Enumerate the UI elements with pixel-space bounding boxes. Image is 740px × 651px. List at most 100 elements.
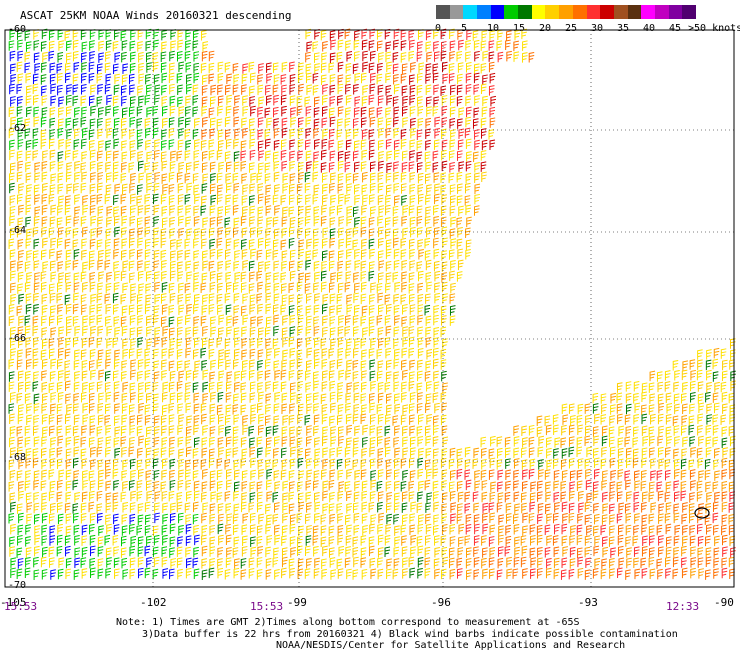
wind-barb [409,513,415,524]
wind-barb [441,149,447,161]
wind-barb [473,447,480,459]
wind-barb [144,226,151,238]
wind-barb [545,567,552,579]
wind-barb [162,568,169,579]
wind-barb [105,459,111,470]
wind-barb [474,50,480,62]
wind-barb [448,547,455,558]
wind-barb [209,183,216,195]
wind-barb [408,30,415,41]
wind-barb [377,491,384,502]
wind-barb [401,281,407,293]
wind-barb [58,347,64,359]
wind-barb [106,325,113,337]
wind-barb [122,282,128,294]
wind-barb [257,337,263,349]
wind-barb [144,249,151,260]
wind-barb [393,127,400,139]
wind-barb [264,195,271,206]
wind-barb [129,215,136,227]
wind-barb [473,546,479,557]
wind-barb [24,425,31,436]
wind-barb [313,414,320,425]
wind-barb [354,184,360,195]
wind-barb [290,382,296,393]
wind-barb [608,426,615,437]
wind-barb [176,546,183,557]
wind-barb [17,413,24,425]
wind-barb [129,40,136,52]
wind-barb [354,30,360,41]
wind-barb [80,512,87,524]
wind-barb [193,250,199,261]
wind-barb [41,249,47,260]
wind-barb [368,238,375,250]
wind-barb [88,470,95,481]
wind-barb [417,359,423,371]
wind-barb [10,523,16,535]
wind-barb [361,501,368,513]
wind-barb [345,413,352,425]
wind-barb [400,138,407,150]
wind-barb [322,503,329,514]
wind-barb [632,448,639,459]
wind-barb [194,337,200,348]
wind-barb [393,338,399,349]
wind-barb [161,437,168,448]
wind-barb [273,228,280,239]
wind-barb [233,490,239,502]
wind-barb [257,402,263,414]
wind-barb [385,371,392,382]
wind-barb [113,513,119,525]
wind-barb [184,128,191,140]
wind-barb [105,547,112,558]
wind-barb [522,568,528,579]
wind-barb [201,50,208,62]
wind-barb [634,402,641,414]
wind-barb [386,469,392,480]
wind-barb [329,380,336,392]
wind-barb [505,502,512,514]
wind-barb [170,260,176,272]
wind-barb [49,184,56,195]
wind-barb [369,248,375,260]
wind-barb [488,469,495,480]
wind-barb [488,85,495,96]
wind-barb [106,205,113,217]
wind-barb [482,523,489,535]
wind-barb [105,349,112,360]
wind-barb [154,94,160,106]
wind-barb [297,380,303,392]
wind-barb [361,513,368,524]
wind-barb [114,326,120,338]
wind-barb [521,425,527,437]
wind-barb [153,249,160,261]
wind-barb [322,250,328,261]
wind-barb [17,217,24,228]
wind-barb [210,96,216,107]
wind-barb [193,424,199,436]
wind-barb [48,29,55,41]
wind-barb [34,194,40,205]
wind-barb [425,360,432,371]
wind-barb [152,117,159,129]
wind-barb [32,425,39,436]
wind-barb [17,524,24,536]
wind-barb [361,39,368,51]
wind-barb [122,569,129,580]
wind-barb [432,150,439,161]
wind-barb [89,51,95,62]
wind-barb [82,381,88,393]
wind-barb [472,458,479,469]
wind-barb [137,139,143,150]
wind-barb [121,470,128,481]
wind-barb [425,41,432,52]
wind-barb [441,261,448,272]
wind-barb [361,28,368,40]
wind-barb [202,294,208,305]
wind-barb [130,392,136,403]
wind-barb [696,480,703,492]
wind-barb [369,28,376,40]
wind-barb [272,556,279,568]
wind-barb [154,171,160,183]
